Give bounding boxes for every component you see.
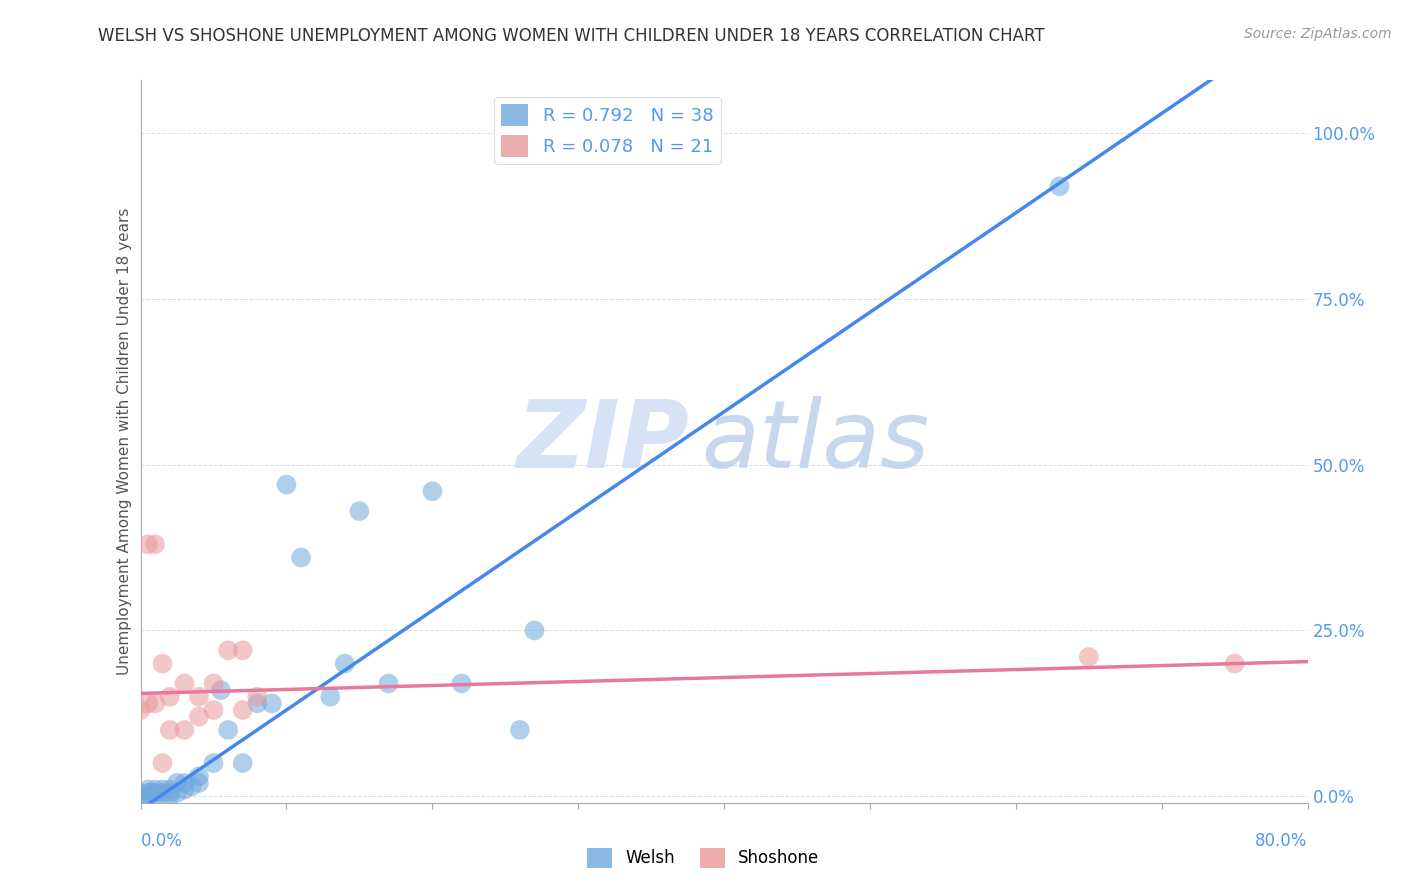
Point (217, 723, 239, 737)
Point (188, 690, 211, 704)
Point (143, 782, 166, 797)
Point (276, 477, 298, 491)
Point (143, 789, 166, 804)
Point (141, 786, 163, 800)
Legend: R = 0.792   N = 38, R = 0.078   N = 21: R = 0.792 N = 38, R = 0.078 N = 21 (494, 96, 721, 164)
Point (136, 786, 159, 800)
Text: Source: ZipAtlas.com: Source: ZipAtlas.com (1244, 27, 1392, 41)
Point (143, 697, 166, 711)
Text: WELSH VS SHOSHONE UNEMPLOYMENT AMONG WOMEN WITH CHILDREN UNDER 18 YEARS CORRELAT: WELSH VS SHOSHONE UNEMPLOYMENT AMONG WOM… (98, 27, 1045, 45)
Point (188, 769, 211, 783)
Point (333, 657, 356, 671)
Point (159, 786, 181, 800)
Point (166, 786, 188, 800)
Point (232, 703, 254, 717)
Point (188, 776, 211, 790)
Point (129, 786, 152, 800)
Point (1077, 650, 1099, 665)
Text: 80.0%: 80.0% (1256, 832, 1308, 850)
Point (523, 624, 546, 638)
Point (136, 789, 159, 804)
Point (202, 703, 225, 717)
Point (152, 786, 174, 800)
Text: ZIP: ZIP (516, 395, 689, 488)
Point (246, 690, 269, 704)
Point (188, 709, 211, 723)
Point (143, 537, 166, 551)
Point (202, 676, 225, 690)
Point (136, 697, 159, 711)
Point (152, 782, 174, 797)
Point (217, 643, 239, 657)
Point (260, 697, 283, 711)
Point (173, 723, 195, 737)
Point (159, 789, 181, 804)
Point (290, 550, 312, 565)
Point (143, 786, 166, 800)
Point (173, 776, 195, 790)
Point (136, 782, 159, 797)
Point (136, 537, 159, 551)
Point (209, 683, 232, 698)
Point (173, 782, 195, 797)
Y-axis label: Unemployment Among Women with Children Under 18 years: Unemployment Among Women with Children U… (117, 208, 132, 675)
Point (319, 690, 342, 704)
Point (1049, 179, 1071, 194)
Point (377, 676, 399, 690)
Point (159, 782, 181, 797)
Legend: Welsh, Shoshone: Welsh, Shoshone (581, 841, 825, 875)
Point (166, 776, 188, 790)
Point (129, 789, 152, 804)
Point (246, 697, 269, 711)
Point (159, 723, 181, 737)
Point (232, 643, 254, 657)
Point (422, 484, 444, 499)
Point (129, 703, 152, 717)
Point (1223, 657, 1246, 671)
Text: atlas: atlas (700, 396, 929, 487)
Point (202, 756, 225, 770)
Point (349, 504, 371, 518)
Point (509, 723, 531, 737)
Point (450, 676, 472, 690)
Text: 0.0%: 0.0% (141, 832, 183, 850)
Point (159, 690, 181, 704)
Point (232, 756, 254, 770)
Point (180, 779, 202, 793)
Point (152, 657, 174, 671)
Point (152, 756, 174, 770)
Point (173, 676, 195, 690)
